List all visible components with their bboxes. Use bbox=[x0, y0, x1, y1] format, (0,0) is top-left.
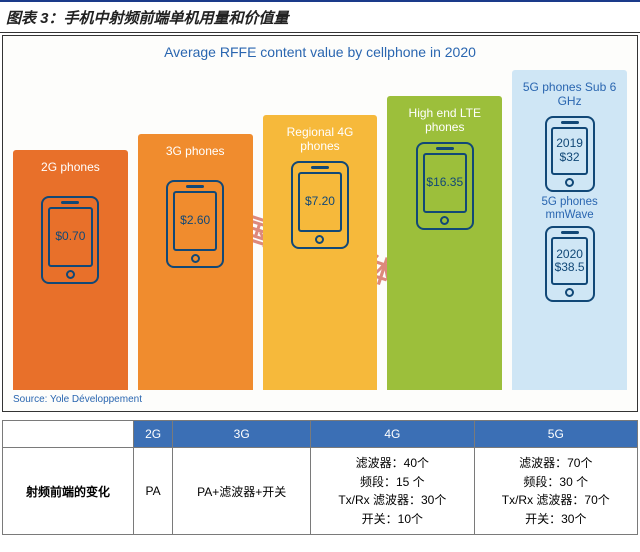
cell-2g: PA bbox=[134, 448, 173, 535]
figure-caption: 图表 3：手机中射频前端单机用量和价值量 bbox=[0, 0, 640, 33]
row-header: 射频前端的变化 bbox=[3, 448, 134, 535]
bar: Regional 4G phones $7.20 bbox=[263, 115, 378, 390]
bars-area: 国金半导体 2G phones$0.703G phones$2.60Region… bbox=[13, 70, 627, 390]
bar: 5G phones Sub 6 GHz 2019$32 5G phones mmWa… bbox=[512, 70, 627, 390]
bar-label: 3G phones bbox=[166, 144, 225, 174]
bar: 2G phones $0.70 bbox=[13, 150, 128, 390]
phone-icon: 2019$32 bbox=[545, 116, 595, 192]
chart-title: Average RFFE content value by cellphone … bbox=[13, 44, 627, 60]
bar-label: High end LTE phones bbox=[391, 106, 498, 136]
rffe-table: 2G 3G 4G 5G 射频前端的变化 PA PA+滤波器+开关 滤波器：40个… bbox=[2, 420, 638, 535]
phone-icon: $2.60 bbox=[166, 180, 224, 268]
bar-sublabel: 5G phones mmWave bbox=[516, 196, 623, 222]
phone-value: $16.35 bbox=[423, 153, 467, 213]
chart-source: Source: Yole Développement bbox=[13, 394, 627, 405]
phone-icon: $0.70 bbox=[41, 196, 99, 284]
cell-3g: PA+滤波器+开关 bbox=[173, 448, 311, 535]
bar: High end LTE phones $16.35 bbox=[387, 96, 502, 390]
bar-label: Regional 4G phones bbox=[267, 125, 374, 155]
bar-label: 5G phones Sub 6 GHz bbox=[516, 80, 623, 110]
phone-icon: $7.20 bbox=[291, 161, 349, 249]
phone-icon: 2020$38.5 bbox=[545, 226, 595, 302]
chart-container: Average RFFE content value by cellphone … bbox=[2, 35, 638, 412]
bar-label: 2G phones bbox=[41, 160, 100, 190]
cell-4g: 滤波器：40个频段：15 个Tx/Rx 滤波器：30个开关：10个 bbox=[311, 448, 474, 535]
table-corner bbox=[3, 421, 134, 448]
phone-value: $7.20 bbox=[298, 172, 342, 232]
bar: 3G phones $2.60 bbox=[138, 134, 253, 390]
phone-value: $2.60 bbox=[173, 191, 217, 251]
phone-value: $0.70 bbox=[48, 207, 92, 267]
col-5g: 5G bbox=[474, 421, 637, 448]
col-4g: 4G bbox=[311, 421, 474, 448]
phone-value: 2019$32 bbox=[551, 127, 589, 175]
col-3g: 3G bbox=[173, 421, 311, 448]
phone-value: 2020$38.5 bbox=[551, 237, 589, 285]
cell-5g: 滤波器：70个频段：30 个Tx/Rx 滤波器：70个开关：30个 bbox=[474, 448, 637, 535]
col-2g: 2G bbox=[134, 421, 173, 448]
phone-icon: $16.35 bbox=[416, 142, 474, 230]
